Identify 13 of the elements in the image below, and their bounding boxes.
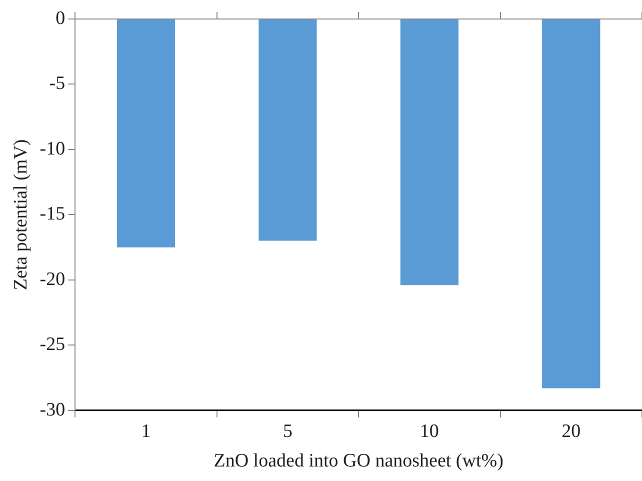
y-tick-label: -20 [40, 268, 66, 290]
y-axis-title: Zeta potential (mV) [10, 139, 32, 290]
y-tick-label: -15 [40, 204, 66, 225]
y-tick-label: -30 [40, 399, 66, 420]
x-tick-label: 20 [562, 420, 581, 442]
x-tick-label: 1 [141, 420, 151, 442]
y-tick-label: 0 [56, 8, 66, 29]
y-tick-label: -25 [40, 334, 66, 356]
x-tick-label: 5 [282, 420, 292, 442]
x-axis-title: ZnO loaded into GO nanosheet (wt%) [214, 450, 504, 472]
x-tick-label: 10 [420, 420, 439, 442]
y-tick-label: -10 [40, 138, 66, 160]
y-tick-label: -5 [49, 73, 66, 94]
